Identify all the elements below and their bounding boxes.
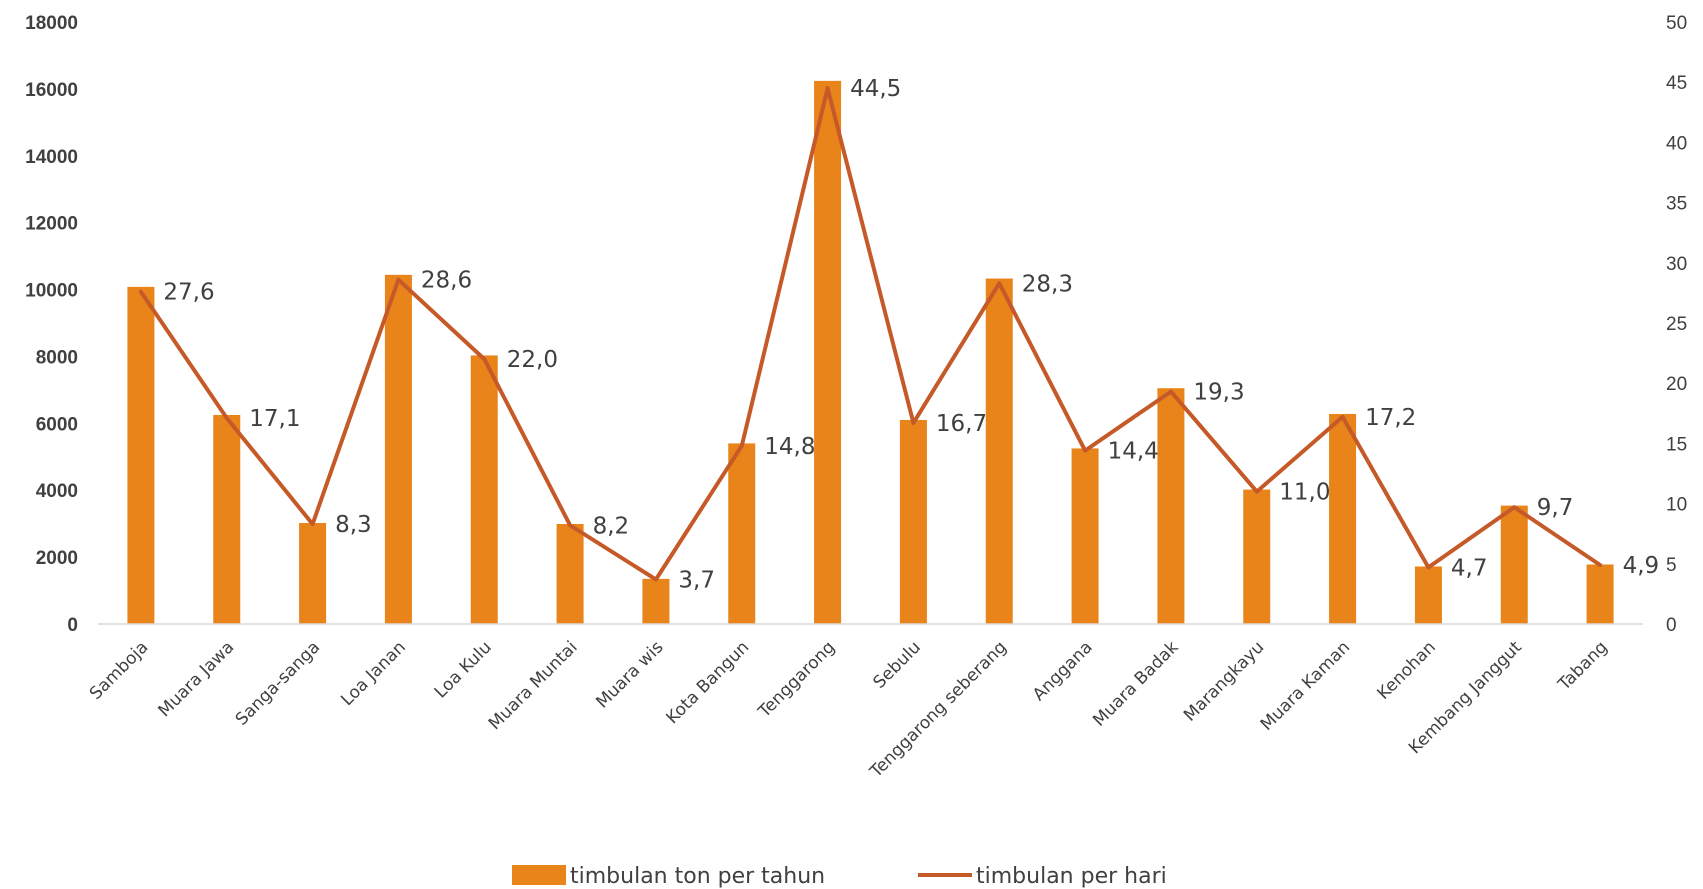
- bar-15: [1414, 566, 1442, 624]
- bar-3: [384, 274, 412, 624]
- category-label: Samboja: [86, 637, 153, 704]
- category-label: Sanga-sanga: [232, 637, 324, 729]
- left-tick-label: 14000: [25, 147, 78, 168]
- category-label: Kota Bangun: [662, 637, 753, 728]
- bar-9: [899, 419, 927, 624]
- data-label: 44,5: [850, 76, 901, 102]
- right-tick-label: 30: [1666, 254, 1687, 275]
- left-tick-label: 10000: [25, 281, 78, 302]
- data-label: 22,0: [507, 347, 558, 373]
- legend-swatch-bar: [512, 865, 566, 885]
- category-label: Loa Kulu: [431, 637, 496, 702]
- left-tick-label: 8000: [36, 347, 78, 368]
- bar-1: [213, 414, 241, 624]
- data-labels: 27,6 17,1 8,3 28,6 22,0 8,2 3,7 14,8 44,5 16,7 28,…: [163, 76, 1659, 593]
- bar-0: [127, 286, 155, 624]
- category-label: Tenggarong seberang: [866, 637, 1011, 782]
- data-label: 4,7: [1451, 555, 1488, 581]
- category-label: Anggana: [1029, 637, 1097, 705]
- left-tick-label: 18000: [25, 13, 78, 34]
- right-tick-label: 45: [1666, 73, 1687, 94]
- bar-14: [1329, 413, 1357, 624]
- legend-label-line: timbulan per hari: [976, 864, 1167, 889]
- category-label: Muara Muntai: [485, 637, 582, 734]
- category-label: Muara wis: [592, 637, 667, 712]
- bar-6: [642, 578, 670, 624]
- line-series-timbulan-per-hari: [138, 86, 1603, 582]
- left-tick-label: 16000: [25, 80, 78, 101]
- right-tick-label: 40: [1666, 133, 1687, 154]
- category-label: Loa Janan: [337, 637, 410, 710]
- left-tick-label: 2000: [36, 548, 78, 569]
- bar-5: [556, 524, 584, 624]
- legend: timbulan ton per tahun timbulan per hari: [512, 864, 1167, 889]
- data-label: 8,2: [593, 513, 630, 539]
- category-label: Muara Jawa: [155, 637, 239, 721]
- bar-12: [1157, 388, 1185, 624]
- right-tick-label: 35: [1666, 194, 1687, 215]
- right-tick-label: 10: [1666, 495, 1687, 516]
- category-label: Muara Kaman: [1257, 637, 1354, 734]
- category-label: Sebulu: [870, 637, 925, 692]
- category-label: Tenggarong: [754, 637, 839, 722]
- data-label: 8,3: [335, 512, 372, 538]
- right-tick-label: 15: [1666, 434, 1687, 455]
- right-tick-label: 20: [1666, 374, 1687, 395]
- data-label: 19,3: [1193, 380, 1244, 406]
- left-tick-label: 6000: [36, 414, 78, 435]
- right-tick-label: 0: [1666, 615, 1677, 636]
- bar-4: [470, 355, 498, 624]
- data-label: 16,7: [936, 411, 987, 437]
- data-label: 11,0: [1279, 480, 1330, 506]
- data-label: 28,6: [421, 268, 472, 294]
- bar-10: [985, 278, 1013, 624]
- left-tick-label: 4000: [36, 481, 78, 502]
- left-tick-label: 12000: [25, 214, 78, 235]
- data-label: 4,9: [1623, 553, 1660, 579]
- bar-17: [1586, 564, 1614, 624]
- bar-2: [299, 522, 327, 624]
- bars-layer: [127, 80, 1614, 624]
- data-label: 28,3: [1022, 271, 1073, 297]
- bar-11: [1071, 448, 1099, 624]
- bar-13: [1243, 489, 1271, 624]
- data-label: 14,8: [764, 434, 815, 460]
- bar-8: [814, 80, 842, 624]
- right-axis-ticks: 0 5 10 15 20 25 30 35 40 45 50: [1666, 13, 1687, 636]
- line-layer: [138, 86, 1603, 582]
- right-tick-label: 5: [1666, 555, 1677, 576]
- category-label: Muara Badak: [1089, 637, 1182, 730]
- data-label: 27,6: [163, 280, 214, 306]
- bar-16: [1500, 505, 1528, 624]
- left-tick-label: 0: [67, 615, 78, 636]
- legend-label-bar: timbulan ton per tahun: [570, 864, 825, 889]
- bar-7: [728, 443, 756, 624]
- data-label: 17,1: [249, 406, 300, 432]
- right-tick-label: 25: [1666, 314, 1687, 335]
- data-label: 17,2: [1365, 405, 1416, 431]
- data-label: 3,7: [678, 567, 715, 593]
- data-label: 14,4: [1108, 439, 1159, 465]
- right-tick-label: 50: [1666, 13, 1687, 34]
- category-label: Kenohan: [1374, 637, 1440, 703]
- data-label: 9,7: [1537, 495, 1574, 521]
- category-label: Tabang: [1554, 637, 1612, 695]
- category-label: Marangkayu: [1180, 637, 1268, 725]
- left-axis-ticks: 0 2000 4000 6000 8000 10000 12000 14000 16000 180…: [25, 13, 78, 636]
